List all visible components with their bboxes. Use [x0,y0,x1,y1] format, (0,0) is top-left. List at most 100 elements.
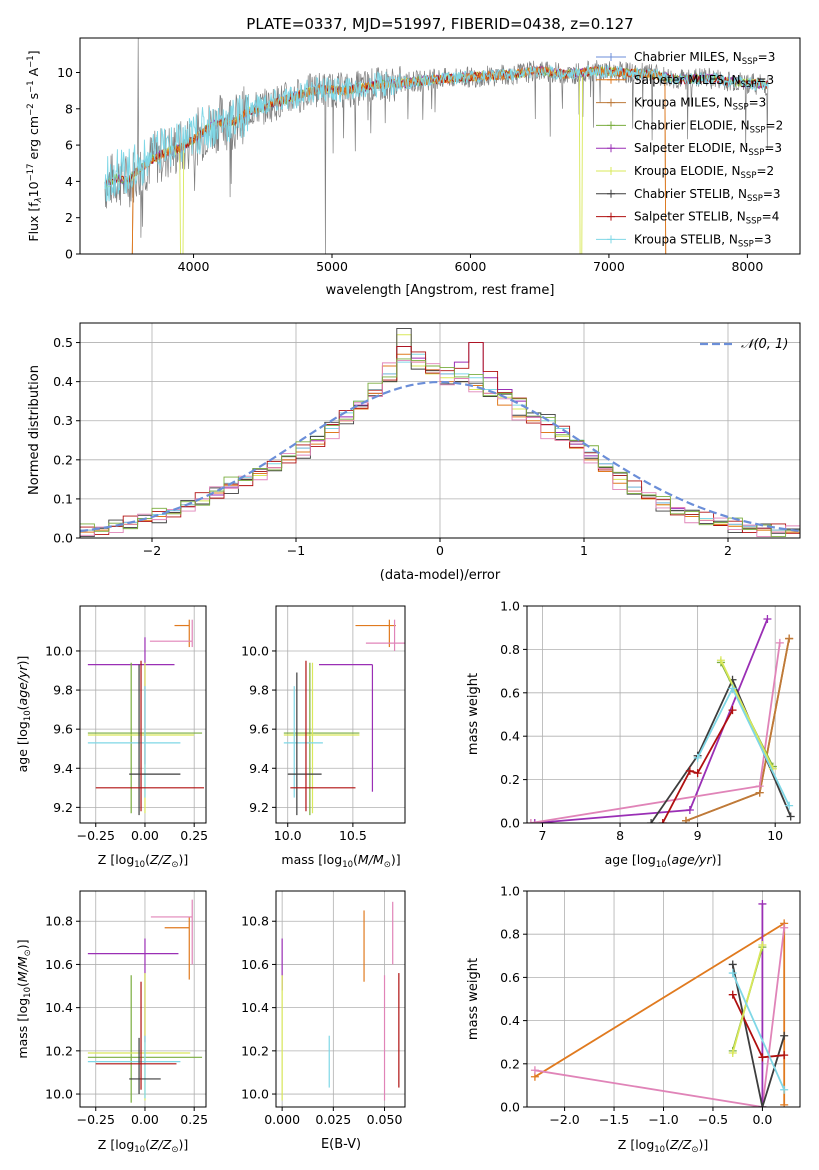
axes-age-vs-Z: −0.25 0.00 0.25 9.2 9.4 9.6 9.8 10.0 Z [log10(Z/… [15,605,208,870]
legend-marker [607,144,615,153]
y-tick-label: 0.5 [53,335,73,350]
y-tick-label: 0.4 [500,1013,520,1028]
axes-spectrum: 4000 5000 6000 7000 8000 0 2 4 6 8 10 Chabrier MILE… [26,37,801,298]
x-axis-label: wavelength [Angstrom, rest frame] [326,283,555,298]
x-tick-label: 6000 [455,259,487,274]
x-tick-label: −1.5 [599,1112,629,1127]
weight-marker [728,960,737,969]
axes-weight-vs-age: 7 8 9 10 0.0 0.2 0.4 0.6 0.8 1.0 age [log10(age/yr… [466,599,801,870]
weight-marker [647,819,656,823]
legend-marker [607,189,615,198]
plot-area [530,899,789,1107]
legend: 𝒩(0, 1) [700,337,788,352]
x-tick-label: −1.0 [648,1112,678,1127]
y-tick-label: 0.4 [53,374,73,389]
x-tick-label: 0.25 [180,828,208,843]
weight-marker [786,812,795,821]
y-tick-label: 0.2 [500,1056,520,1071]
legend-marker [607,235,615,244]
weight-marker [785,634,794,643]
axes-mass-vs-EBV: 0.000 0.025 0.050 10.0 10.2 10.4 10.6 10.8 E(B-V… [241,890,406,1152]
legend-label: Chabrier ELODIE, NSSP=2 [634,118,783,135]
weight-line [731,964,786,1107]
weight-marker [530,819,539,823]
x-tick-label: −1 [287,543,305,558]
x-tick-label: −0.25 [77,828,115,843]
y-tick-label: 0.6 [500,685,520,700]
weight-marker [681,816,690,823]
model-line-salpeter-miles [129,65,667,254]
weight-marker [780,1051,789,1060]
plot-area [80,328,800,538]
weight-marker [755,782,764,791]
legend: Chabrier MILES, NSSP=3 Salpeter MILES, NS… [596,50,783,249]
weight-line [650,677,792,823]
axes-frame [79,605,207,824]
weight-line [720,659,774,770]
weight-marker [685,805,694,814]
y-tick-label: 10.4 [45,1000,73,1015]
weight-marker [716,656,725,665]
weight-marker [728,684,737,693]
plot-area [104,38,769,254]
legend-marker [607,98,615,107]
y-tick-label: 0 [65,247,73,262]
y-tick-label: 0.8 [500,642,520,657]
axes-frame [79,890,207,1108]
plot-area [87,619,205,816]
weight-line [661,709,734,823]
weight-marker [658,819,667,823]
y-tick-label: 0.0 [53,531,73,546]
x-tick-label: 0.050 [367,1112,403,1127]
weight-line [731,944,764,1054]
x-tick-label: 7000 [593,259,625,274]
weight-marker [758,1053,767,1062]
weight-line [685,638,790,822]
y-tick-label: 10 [57,65,73,80]
axes-frame [526,605,801,824]
x-tick-label: −0.25 [77,1112,115,1127]
weight-marker [530,1066,539,1075]
legend-label: Salpeter MILES, NSSP=3 [634,73,774,90]
x-tick-label: 7 [539,828,547,843]
x-tick-label: 0.0 [752,1112,772,1127]
weight-marker [728,1049,737,1057]
legend-marker [607,53,615,61]
figure-title: PLATE=0337, MJD=51997, FIBERID=0438, z=0… [246,15,633,33]
x-tick-label: 8 [616,828,624,843]
weight-marker [693,769,702,778]
y-tick-label: 10.2 [241,1043,269,1058]
y-tick-label: 0.2 [53,452,73,467]
weight-marker [780,1100,789,1107]
weight-line [685,638,790,822]
y-axis-label: mass [log10(M/M⊙)] [15,939,33,1058]
weight-marker [780,923,789,932]
weight-line [534,927,786,1107]
x-tick-label: −2 [143,543,161,558]
x-tick-label: 0 [436,543,444,558]
x-tick-label: 10.0 [274,828,302,843]
weight-marker [728,990,737,999]
legend-label: Chabrier STELIB, NSSP=3 [634,187,781,204]
weight-line [530,642,781,823]
y-tick-label: 10.0 [241,1087,269,1102]
weight-marker [728,706,737,715]
y-tick-label: 10.8 [241,914,269,929]
x-tick-label: 10 [767,828,783,843]
y-tick-label: 2 [65,210,73,225]
axes-residuals: −2 −1 0 1 2 0.0 0.1 0.2 0.3 0.4 0.5 𝒩(0, 1) (data-mo… [27,322,801,583]
y-tick-label: 9.2 [53,800,73,815]
weight-marker [758,899,767,908]
y-tick-label: 10.8 [45,914,73,929]
y-tick-label: 9.6 [249,722,269,737]
weight-marker [527,819,535,823]
y-tick-label: 10.6 [45,957,73,972]
x-tick-label: 1 [580,543,588,558]
legend-label: Kroupa STELIB, NSSP=3 [634,232,772,249]
y-tick-label: 9.8 [249,683,269,698]
axes-frame [275,890,406,1108]
x-tick-label: 9 [694,828,702,843]
weight-marker [693,753,702,762]
weight-marker [780,1085,789,1094]
x-axis-label: (data-model)/error [380,568,501,583]
